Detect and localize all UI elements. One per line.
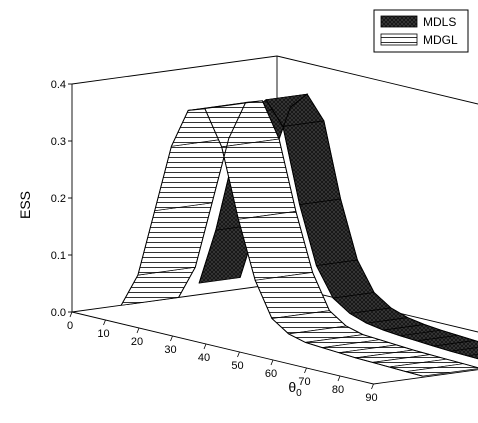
x-tick-mark [104,320,106,325]
z-tick-label: 0.3 [51,136,66,148]
x-tick-mark [171,336,173,341]
x-tick-label: 40 [198,352,210,364]
mdgl-surface-patch [121,267,195,305]
x-tick-label: 20 [131,336,143,348]
z-tick-label: 0.4 [51,79,66,91]
x-tick-mark [338,376,340,381]
x-tick-label: 50 [231,360,243,372]
mdgl-surface-patch [238,211,312,280]
x-axis-label-symbol: θ [288,379,296,395]
legend-label-mdgl: MDGL [423,33,458,47]
z-tick-label: 0.0 [51,307,66,319]
y-axis-label: ESS [17,191,33,219]
x-tick-label: 0 [67,320,73,332]
mdgl-surface-patch [155,138,229,210]
x-tick-mark [305,368,307,373]
x-tick-mark [372,384,374,389]
legend: MDLS MDGL [374,10,468,52]
mdgl-surface-patch [138,203,212,275]
z-tick-label: 0.2 [51,193,66,205]
mdls-surface-patch [316,260,374,298]
x-tick-label: 10 [97,328,109,340]
legend-swatch-mdls [381,16,417,27]
x-tick-label: 90 [365,392,377,404]
x-axis-label-subscript: 0 [296,388,302,399]
legend-swatch-mdgl [381,34,417,45]
x-tick-mark [137,328,139,333]
x-tick-mark [238,352,240,357]
x-tick-mark [271,360,273,365]
z-tick-label: 0.1 [51,250,66,262]
x-tick-label: 30 [164,344,176,356]
z-axis-ticks: 0.4 0.3 0.2 0.1 0.0 [51,79,72,319]
top-left-edge [72,56,277,84]
legend-label-mdls: MDLS [423,15,456,29]
x-tick-label: 60 [265,368,277,380]
x-tick-label: 80 [332,384,344,396]
x-tick-mark [204,344,206,349]
surfaces [121,94,478,376]
x-tick-mark [70,312,72,317]
x-tick-label: 70 [298,376,310,388]
mdgl-surface-patch [255,272,329,318]
